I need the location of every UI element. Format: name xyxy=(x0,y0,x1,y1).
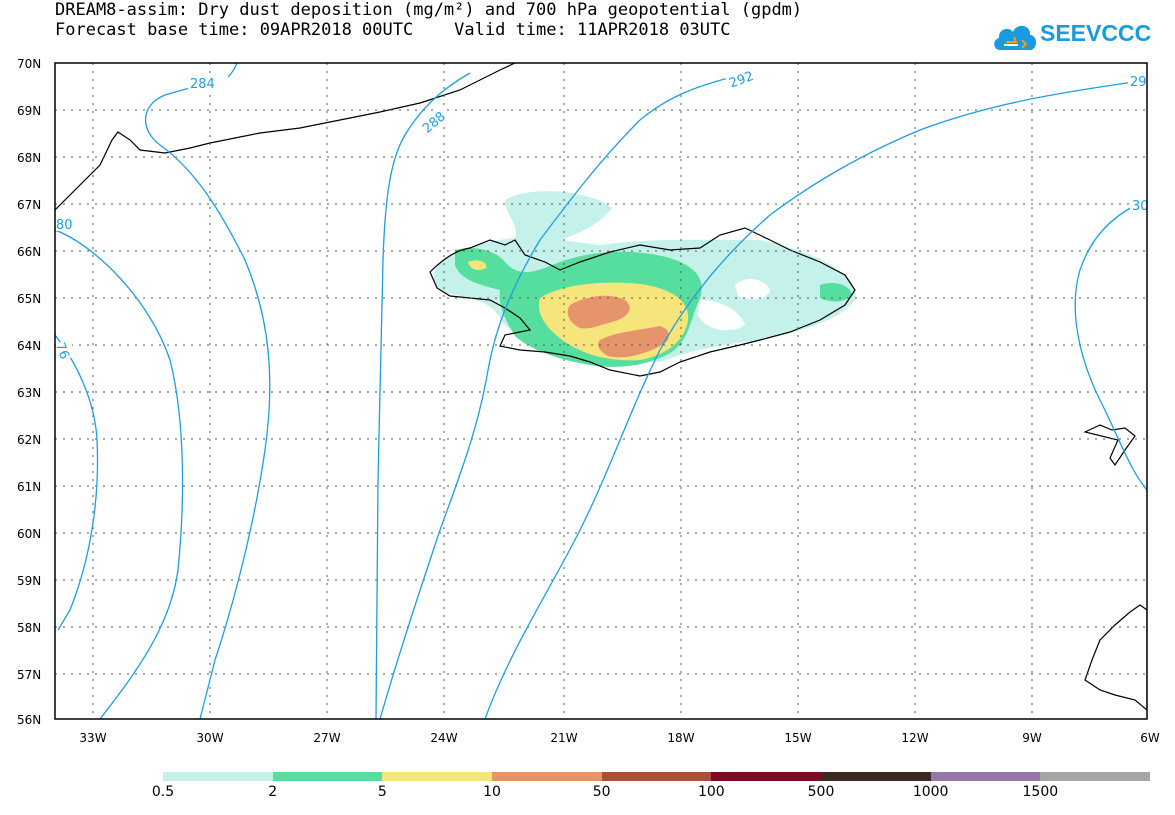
coastlines xyxy=(55,63,1147,711)
lat-label: 58N xyxy=(17,621,41,635)
contour-276 xyxy=(55,334,99,631)
legend-swatch xyxy=(272,772,383,781)
lat-label: 60N xyxy=(17,527,41,541)
lon-label: 33W xyxy=(79,731,106,745)
lon-label: 21W xyxy=(550,731,577,745)
lat-label: 61N xyxy=(17,480,41,494)
legend-label: 100 xyxy=(697,784,725,800)
legend-swatch xyxy=(382,772,493,781)
iceland-coast xyxy=(429,227,856,377)
legend-label: 10 xyxy=(483,784,501,800)
lat-label: 67N xyxy=(17,198,41,212)
color-legend xyxy=(163,772,1151,781)
lon-label: 18W xyxy=(667,731,694,745)
legend-swatch xyxy=(930,772,1041,781)
contour-292 xyxy=(379,74,741,719)
deposition-2-area-east xyxy=(820,283,852,302)
legend-label: 50 xyxy=(592,784,611,800)
lat-label: 68N xyxy=(17,151,41,165)
lat-label: 62N xyxy=(17,433,41,447)
lon-label: 6W xyxy=(1140,731,1160,745)
legend-swatch xyxy=(821,772,931,781)
legend-label: 500 xyxy=(807,784,835,800)
deposition-5-area-nw xyxy=(468,260,487,270)
dust-deposition-field xyxy=(433,191,856,367)
contour-300 xyxy=(1074,199,1147,491)
lon-label: 9W xyxy=(1022,731,1042,745)
seevccc-logo: SEEVCCC xyxy=(992,16,1151,56)
contour-label-296: 29 xyxy=(1130,75,1147,90)
legend-label: 2 xyxy=(268,784,278,800)
lat-label: 64N xyxy=(17,339,41,353)
lat-label: 66N xyxy=(17,245,41,259)
latitude-axis: 70N 69N 68N 67N 66N 65N 64N 63N 62N 61N … xyxy=(17,57,41,727)
geopotential-contours xyxy=(55,63,1147,719)
legend-label: 1000 xyxy=(912,784,949,800)
legend-swatch xyxy=(1040,772,1151,781)
map-subtitle-times: Forecast base time: 09APR2018 00UTC Vali… xyxy=(55,20,731,40)
logo-text: SEEVCCC xyxy=(1040,20,1152,46)
deposition-white-gap-2 xyxy=(698,300,745,331)
lat-label: 70N xyxy=(17,57,41,71)
scotland-coast xyxy=(1084,604,1147,711)
contour-288 xyxy=(375,72,471,719)
contour-label-280: 80 xyxy=(56,218,73,233)
contour-label-276: 76 xyxy=(52,341,72,362)
lat-label: 59N xyxy=(17,574,41,588)
legend-swatch xyxy=(711,772,822,781)
legend-label: 5 xyxy=(377,784,387,800)
legend-swatch xyxy=(601,772,712,781)
lon-label: 15W xyxy=(784,731,811,745)
lat-label: 65N xyxy=(17,292,41,306)
deposition-white-gap xyxy=(735,278,770,300)
contour-label-284: 284 xyxy=(190,77,215,92)
cloud-icon xyxy=(994,25,1036,50)
faroe-islands-coast xyxy=(1083,424,1136,467)
map-title: DREAM8-assim: Dry dust deposition (mg/m²… xyxy=(55,0,803,20)
deposition-10-area-south xyxy=(598,326,669,358)
legend-label: 1500 xyxy=(1022,784,1059,800)
contour-296 xyxy=(484,79,1147,719)
lat-label: 56N xyxy=(17,713,41,727)
legend-swatch xyxy=(163,772,273,781)
deposition-10-area xyxy=(567,295,630,329)
lat-label: 63N xyxy=(17,386,41,400)
lat-label: 57N xyxy=(17,668,41,682)
legend-label: 0.5 xyxy=(151,784,175,800)
legend-swatch xyxy=(492,772,602,781)
greenland-coast xyxy=(55,63,516,211)
lon-label: 30W xyxy=(196,731,223,745)
contour-284 xyxy=(144,63,271,719)
contour-280 xyxy=(55,229,184,719)
lon-label: 27W xyxy=(313,731,340,745)
longitude-axis: 33W 30W 27W 24W 21W 18W 15W 12W 9W 6W xyxy=(79,731,1159,745)
lon-label: 12W xyxy=(901,731,928,745)
legend-labels: 0.5 2 5 10 50 100 500 1000 1500 xyxy=(0,784,1175,804)
map-frame xyxy=(54,62,1148,720)
lat-label: 69N xyxy=(17,104,41,118)
contour-label-292: 292 xyxy=(727,69,755,92)
lon-label: 24W xyxy=(430,731,457,745)
contour-label-300: 30 xyxy=(1132,199,1149,214)
